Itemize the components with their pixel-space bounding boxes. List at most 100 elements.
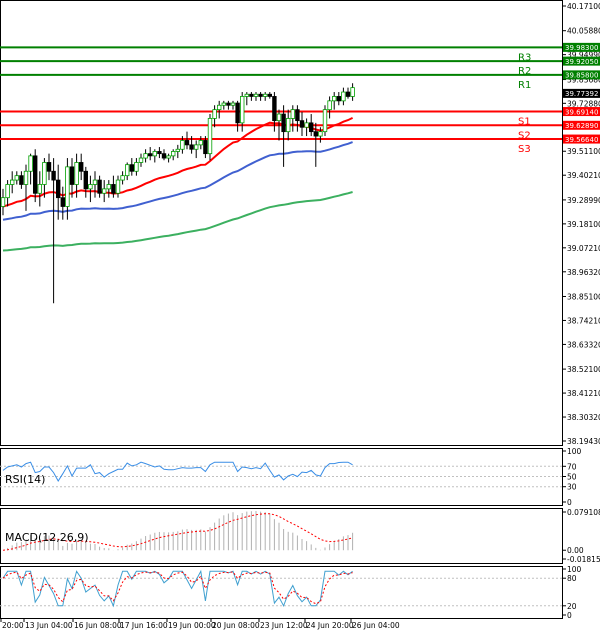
candle-body (143, 153, 148, 159)
level-tag-r1 (563, 70, 600, 80)
candle-body (322, 109, 328, 133)
candle-body (83, 170, 88, 190)
price-tick-label: 39.07210 (567, 244, 600, 253)
candle-body (129, 164, 134, 172)
rsi-line (2, 461, 353, 482)
candle-body (69, 166, 75, 185)
stoch-tick-label: 0 (567, 611, 572, 620)
candle-body (147, 153, 153, 157)
candle-body (290, 109, 295, 119)
candle-body (5, 184, 10, 199)
candle-body (46, 162, 52, 172)
candle-body (56, 179, 61, 199)
candle-body (189, 144, 194, 150)
candle-body (166, 155, 171, 159)
price-tick-label: 39.72880 (567, 99, 600, 108)
candle-body (285, 118, 291, 133)
candle-body (92, 179, 98, 185)
level-tag-r3 (563, 42, 600, 52)
candle-body (14, 175, 19, 181)
rsi-tick-label: 30 (567, 483, 577, 492)
panel-frame (0, 566, 563, 619)
level-tags: 39.98300 39.92050 39.85800 39.69140 39.62890… (563, 42, 600, 144)
level-name-r1: R1 (518, 80, 531, 91)
candle-body (313, 131, 318, 137)
macd-tick-label: -0.018159 (567, 555, 600, 564)
time-tick-label: 20 Jun 08:00 (212, 621, 260, 630)
candle-body (115, 179, 121, 194)
price-tick-label: 38.41210 (567, 389, 600, 398)
rsi-tick-label: 100 (567, 447, 582, 456)
stoch-signal-line (2, 571, 353, 605)
candle-body (244, 93, 249, 97)
price-tick-label: 40.17100 (567, 2, 600, 11)
candle-body (318, 131, 323, 137)
candle-body (42, 162, 47, 185)
level-name-s2: S2 (518, 130, 531, 141)
time-tick-label: 19 Jun 00:00 (168, 621, 216, 630)
price-tick-label: 39.51100 (567, 147, 600, 156)
price-tick-label: 38.19430 (567, 437, 600, 446)
moving-averages (2, 116, 354, 252)
candle-body (184, 140, 190, 146)
candle-body (299, 120, 305, 128)
candle-body (226, 102, 231, 106)
candle-body (65, 166, 70, 207)
candle-body (331, 96, 337, 102)
level-tag-value: 39.92050 (565, 58, 598, 66)
time-tick-label: 13 Jun 04:00 (25, 621, 73, 630)
level-name-r3: R3 (518, 52, 531, 63)
candle-body (120, 175, 125, 181)
candle-body (336, 96, 341, 102)
ma-mid-line (2, 141, 353, 221)
candle-body (272, 96, 277, 122)
level-name-r2: R2 (518, 66, 531, 77)
level-tag-value: 39.56640 (565, 136, 598, 144)
candle-body (207, 118, 213, 155)
price-tick-label: 38.52100 (567, 365, 600, 374)
candle-body (33, 155, 38, 194)
macd-label: MACD(12,26,9) (5, 531, 89, 544)
rsi-tick-label: 50 (567, 473, 577, 482)
candle-body (138, 157, 144, 163)
candle-body (249, 93, 254, 97)
time-tick-label: 17 Jun 16:00 (120, 621, 168, 630)
sr-levels: R3 R2 R1 S1 S2 S3 (0, 46, 562, 155)
panel-frame (0, 508, 563, 564)
candle-body (111, 184, 116, 194)
last-price-tag (563, 88, 600, 98)
panel-frames (0, 0, 563, 619)
candle-body (216, 104, 222, 111)
candle-body (79, 162, 84, 172)
candle-body (308, 122, 314, 133)
price-tick-label: 40.05880 (567, 27, 600, 36)
price-tick-label: 39.94990 (567, 51, 600, 60)
candle-body (262, 93, 268, 97)
level-name-s3: S3 (518, 144, 531, 155)
candle-body (276, 113, 282, 122)
price-tick-label: 38.96320 (567, 268, 600, 277)
price-tick-label: 38.30320 (567, 413, 600, 422)
candle-body (175, 148, 180, 152)
candle-body (106, 184, 111, 190)
rsi-tick-label: 0 (567, 498, 572, 507)
candle-body (0, 197, 6, 207)
rsi-tick-label: 70 (567, 462, 577, 471)
candle-body (267, 93, 272, 97)
candle-body (281, 113, 286, 133)
candle-body (60, 197, 65, 207)
price-tick-label: 38.85100 (567, 292, 600, 301)
candle-body (157, 151, 162, 155)
candle-body (198, 140, 203, 146)
price-tick-label: 39.28990 (567, 196, 600, 205)
time-tick-label: 20:00 (2, 621, 24, 630)
time-tick-label: 26 Jun 04:00 (352, 621, 400, 630)
level-tag-r2 (563, 56, 600, 66)
candle-body (212, 109, 217, 119)
candle-body (161, 153, 167, 159)
candle-body (51, 170, 56, 181)
price-tick-label: 39.18100 (567, 220, 600, 229)
